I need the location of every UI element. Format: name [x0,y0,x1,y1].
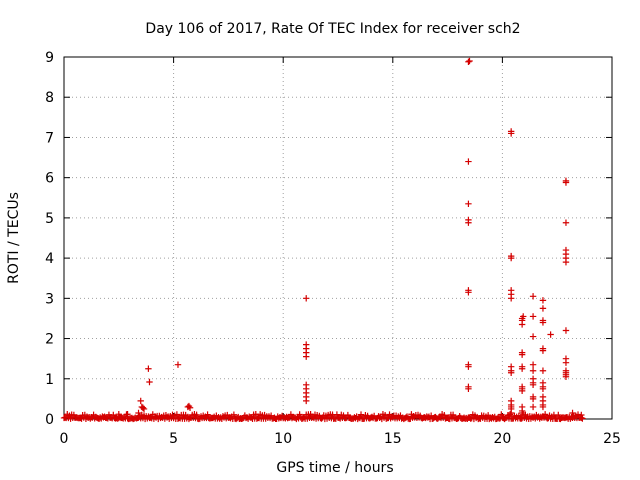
y-tick-label: 1 [45,372,54,388]
y-tick-label: 4 [45,251,54,267]
data-point [145,365,152,372]
data-point [539,385,547,393]
data-point [529,313,537,320]
y-tick-labels: 0 1 2 3 4 5 6 7 8 9 [45,50,54,428]
data-points [60,57,586,423]
y-tick-label: 0 [45,412,54,428]
data-point [541,411,549,418]
data-point [517,415,525,423]
data-point [140,405,148,413]
data-point [465,158,472,165]
data-point [507,295,515,302]
data-point [498,411,505,418]
y-axis-label: ROTI / TECUs [6,192,22,284]
x-tick-label: 20 [493,431,511,447]
x-axis-label: GPS time / hours [276,460,393,476]
data-point [465,58,472,66]
data-point [529,367,537,374]
data-point [357,411,365,418]
data-point [529,381,537,389]
data-point [465,363,472,370]
data-point [539,367,547,374]
data-point [529,361,537,368]
data-point [186,404,194,411]
data-point [465,219,472,226]
data-point [466,57,473,65]
y-tick-label: 3 [45,291,54,307]
data-point [547,331,554,338]
data-point [529,293,537,300]
data-point [562,359,570,366]
data-point [303,353,310,360]
data-point [555,411,562,419]
data-point [539,403,547,411]
data-point [146,378,153,386]
data-point [465,200,472,208]
data-point [562,258,570,266]
data-point [518,409,526,417]
data-point [135,409,142,417]
x-tick-label: 0 [60,431,69,447]
data-point [529,403,537,411]
y-tick-label: 2 [45,332,54,348]
data-point [562,373,570,380]
data-point [518,321,526,328]
data-point [507,130,515,137]
data-point [185,402,193,410]
data-point [303,295,310,302]
data-point [539,305,547,312]
x-tick-label: 10 [274,431,292,447]
x-tick-label: 25 [603,431,621,447]
x-tick-label: 15 [384,431,402,447]
data-point [507,254,515,262]
data-point [204,411,211,418]
data-point [137,397,144,405]
data-point [303,397,310,405]
chart-title: Day 106 of 2017, Rate Of TEC Index for r… [145,21,520,37]
data-point [507,369,515,376]
plot-frame [63,56,613,420]
data-point [174,361,182,368]
data-point [579,415,586,422]
data-point [578,411,585,419]
data-point [465,289,472,296]
data-point [518,387,526,395]
data-point [518,351,526,358]
data-point [507,409,515,417]
data-point [529,395,537,403]
data-point [193,411,200,419]
data-point [539,347,547,354]
data-point [539,297,547,304]
data-point [115,410,122,418]
x-tick-label: 5 [169,431,178,447]
axis-ticks [63,56,613,420]
data-point [569,409,576,417]
grid-lines [64,57,612,419]
y-tick-label: 6 [45,171,54,187]
data-point [518,365,526,372]
data-point [562,219,570,226]
data-point [539,319,547,326]
y-tick-label: 8 [45,90,54,106]
y-tick-label: 9 [45,50,54,66]
y-tick-label: 7 [45,130,54,146]
data-point [562,327,570,334]
data-point [173,411,181,418]
data-point [506,411,514,418]
data-point [230,411,238,418]
x-tick-labels: 0 5 10 15 20 25 [60,431,621,447]
y-tick-label: 5 [45,211,54,227]
data-point [529,333,537,340]
data-point [139,404,147,411]
data-point [465,385,472,393]
data-point [296,411,303,418]
data-point [110,411,117,419]
data-point [124,410,131,418]
data-point [562,179,570,186]
data-point [520,313,527,320]
